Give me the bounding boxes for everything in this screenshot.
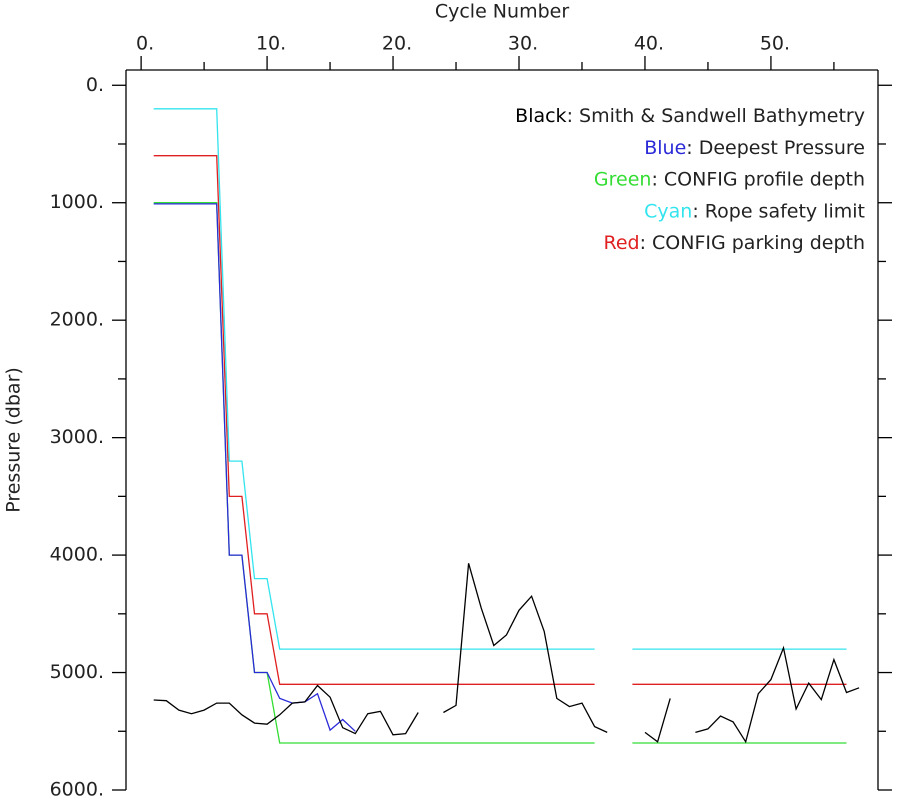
legend-text: : CONFIG parking depth bbox=[640, 232, 865, 254]
x-axis-label: Cycle Number bbox=[435, 1, 569, 23]
y-tick-label: 6000. bbox=[50, 779, 104, 800]
x-tick-label: 0. bbox=[136, 33, 154, 55]
series-line bbox=[153, 203, 356, 732]
y-tick-label: 2000. bbox=[50, 309, 104, 331]
y-tick-label: 3000. bbox=[50, 426, 104, 448]
legend-entry: Red: CONFIG parking depth bbox=[603, 232, 865, 254]
legend-text: : Smith & Sandwell Bathymetry bbox=[567, 105, 865, 127]
x-tick-label: 40. bbox=[634, 33, 664, 55]
y-tick-label: 1000. bbox=[50, 191, 104, 213]
series-line bbox=[153, 563, 860, 744]
y-tick-label: 0. bbox=[86, 74, 104, 96]
legend-text: : CONFIG profile depth bbox=[651, 168, 865, 190]
legend-color-word: Black bbox=[515, 105, 566, 127]
x-tick-label: 10. bbox=[256, 33, 286, 55]
legend-entry: Blue: Deepest Pressure bbox=[644, 136, 865, 158]
series-line bbox=[153, 202, 847, 744]
legend-entry: Green: CONFIG profile depth bbox=[594, 168, 865, 190]
y-tick-label: 5000. bbox=[50, 661, 104, 683]
y-axis-label: Pressure (dbar) bbox=[3, 367, 25, 513]
x-tick-label: 50. bbox=[760, 33, 790, 55]
legend-color-word: Blue bbox=[644, 136, 686, 158]
legend-color-word: Cyan bbox=[644, 200, 692, 222]
series-line bbox=[153, 155, 847, 685]
y-tick-label: 4000. bbox=[50, 544, 104, 566]
legend-entry: Black: Smith & Sandwell Bathymetry bbox=[515, 105, 865, 127]
legend-color-word: Red bbox=[603, 232, 639, 254]
x-tick-label: 30. bbox=[508, 33, 538, 55]
series-line bbox=[153, 108, 847, 650]
legend-text: : Deepest Pressure bbox=[686, 136, 865, 158]
x-tick-label: 20. bbox=[382, 33, 412, 55]
legend-text: : Rope safety limit bbox=[692, 200, 865, 222]
legend-color-word: Green bbox=[594, 168, 652, 190]
legend-entry: Cyan: Rope safety limit bbox=[644, 200, 865, 222]
